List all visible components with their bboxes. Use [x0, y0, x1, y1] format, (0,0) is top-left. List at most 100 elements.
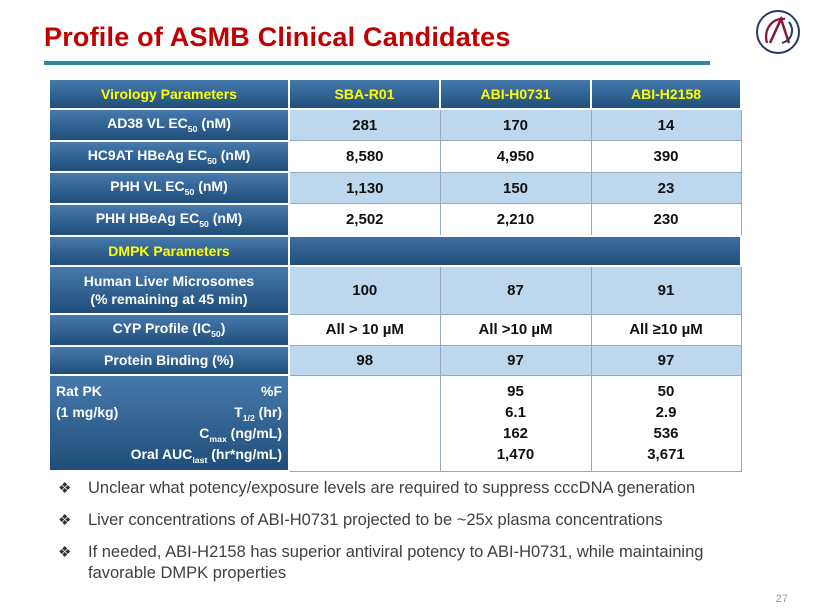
page-number: 27: [775, 593, 788, 605]
cell-value: 2.9: [655, 404, 677, 422]
rat-pk-metric: Cmax (ng/mL): [131, 423, 282, 444]
row-label-phh-vl: PHH VL EC50 (nM): [48, 171, 290, 205]
row-label-rat-pk: Rat PK (1 mg/kg) %F T1/2 (hr) Cmax (ng/m…: [48, 374, 290, 473]
metric-text: T: [234, 404, 243, 421]
cell-value: [294, 402, 436, 423]
metric-subscript: 1/2: [242, 412, 255, 423]
metric-text: %F: [261, 383, 282, 400]
table-row-rat-pk: Rat PK (1 mg/kg) %F T1/2 (hr) Cmax (ng/m…: [48, 374, 742, 473]
summary-notes: ❖ Unclear what potency/exposure levels a…: [58, 478, 774, 595]
cell-value: 6.1: [505, 404, 526, 422]
row-label-unit: (nM): [194, 178, 228, 195]
dmpk-section-row: DMPK Parameters: [48, 234, 742, 267]
cell-value: 230: [590, 203, 742, 237]
metric-unit: (hr*ng/mL): [207, 446, 282, 463]
row-label-unit: ): [220, 320, 226, 336]
row-label-text: HC9AT HBeAg EC: [87, 146, 208, 163]
cell-value: 3,671: [647, 446, 685, 464]
row-label-unit: (nM): [216, 146, 251, 163]
rat-pk-metrics: %F T1/2 (hr) Cmax (ng/mL) Oral AUClast (…: [131, 381, 282, 465]
cell-value: 87: [439, 265, 592, 315]
table-row-phh-hbeag: PHH HBeAg EC50 (nM) 2,502 2,210 230: [48, 202, 742, 237]
row-label-unit: (nM): [197, 115, 231, 131]
column-header-abi-h2158: ABI-H2158: [590, 78, 742, 110]
row-label-text: AD38 VL EC: [107, 115, 188, 131]
bullet-item: ❖ If needed, ABI-H2158 has superior anti…: [58, 542, 774, 586]
cell-value: 170: [439, 108, 592, 142]
cell-value: [294, 444, 436, 465]
cell-value: All > 10 µM: [288, 313, 441, 347]
row-label-hc9at: HC9AT HBeAg EC50 (nM): [48, 139, 290, 174]
rat-pk-metric: %F: [131, 381, 282, 402]
rat-pk-metric: Oral AUClast (hr*ng/mL): [131, 444, 282, 465]
table-header-row: Virology Parameters SBA-R01 ABI-H0731 AB…: [48, 78, 742, 110]
row-label-text: CYP Profile (IC: [112, 320, 212, 336]
dmpk-parameters-header: DMPK Parameters: [48, 234, 290, 267]
cell-value: 95: [507, 383, 524, 401]
row-label-unit: (nM): [208, 209, 243, 226]
row-label-text: PHH HBeAg EC: [95, 209, 200, 226]
bullet-text: Liver concentrations of ABI-H0731 projec…: [88, 510, 663, 529]
cell-value: All >10 µM: [439, 313, 592, 347]
metric-text: Oral AUC: [130, 446, 193, 463]
rat-pk-metric: T1/2 (hr): [131, 402, 282, 423]
cell-value: 97: [439, 345, 592, 376]
rat-pk-name: Rat PK (1 mg/kg): [56, 381, 118, 423]
table-row-phh-vl: PHH VL EC50 (nM) 1,130 150 23: [48, 171, 742, 205]
bullet-item: ❖ Liver concentrations of ABI-H0731 proj…: [58, 510, 774, 532]
dmpk-section-band: [288, 234, 742, 267]
candidates-table: Virology Parameters SBA-R01 ABI-H0731 AB…: [48, 78, 742, 473]
cell-value: 97: [590, 345, 742, 376]
row-label-line1: Human Liver Microsomes: [83, 272, 255, 289]
row-label-subscript: 50: [207, 155, 217, 166]
row-label-subscript: 50: [187, 123, 198, 134]
bullet-text: If needed, ABI-H2158 has superior antivi…: [88, 542, 704, 583]
diamond-bullet-icon: ❖: [58, 480, 72, 497]
column-header-sba-r01: SBA-R01: [288, 78, 441, 110]
title-underline: [44, 61, 710, 65]
cell-value: 162: [502, 425, 529, 443]
cell-value: [294, 423, 436, 444]
cell-value: 150: [439, 171, 592, 205]
row-label-text: PHH VL EC: [110, 178, 185, 195]
rat-pk-name-line1: Rat PK: [56, 383, 102, 400]
column-header-abi-h0731: ABI-H0731: [439, 78, 592, 110]
cell-value: 100: [288, 265, 441, 315]
table-row-ad38: AD38 VL EC50 (nM) 281 170 14: [48, 108, 742, 142]
cell-value: 536: [653, 425, 679, 443]
row-label-subscript: 50: [211, 328, 221, 339]
rat-pk-values-sba-r01: [288, 374, 441, 472]
bullet-text: Unclear what potency/exposure levels are…: [88, 479, 696, 497]
cell-value: 8,580: [288, 140, 441, 173]
table-row-hc9at: HC9AT HBeAg EC50 (nM) 8,580 4,950 390: [48, 139, 742, 174]
cell-value: 98: [288, 345, 441, 376]
rat-pk-values-abi-h0731: 95 6.1 162 1,470: [439, 374, 592, 472]
page-title: Profile of ASMB Clinical Candidates: [44, 22, 511, 52]
cell-value: 91: [590, 265, 742, 315]
company-logo-icon: [754, 8, 802, 56]
table-row-protein-binding: Protein Binding (%) 98 97 97: [48, 344, 742, 377]
row-label-subscript: 50: [199, 218, 209, 229]
cell-value: 2,210: [439, 203, 592, 237]
rat-pk-values-abi-h2158: 50 2.9 536 3,671: [590, 374, 742, 472]
cell-value: 23: [590, 171, 742, 205]
diamond-bullet-icon: ❖: [58, 543, 72, 561]
virology-parameters-header: Virology Parameters: [48, 78, 290, 110]
row-label-ad38: AD38 VL EC50 (nM): [48, 108, 290, 142]
diamond-bullet-icon: ❖: [58, 511, 72, 529]
metric-text: C: [199, 425, 210, 442]
row-label-protein-binding: Protein Binding (%): [48, 344, 290, 377]
row-label-line2: (% remaining at 45 min): [90, 290, 248, 307]
cell-value: 1,130: [288, 171, 441, 205]
metric-unit: (hr): [254, 404, 282, 421]
cell-value: 50: [657, 383, 675, 401]
row-label-cyp: CYP Profile (IC50): [48, 313, 290, 347]
cell-value: 1,470: [496, 446, 535, 464]
row-label-subscript: 50: [184, 187, 195, 198]
cell-value: 2,502: [288, 203, 441, 237]
metric-unit: (ng/mL): [226, 425, 282, 442]
row-label-phh-hbeag: PHH HBeAg EC50 (nM): [48, 202, 290, 237]
rat-pk-name-line2: (1 mg/kg): [56, 404, 119, 421]
row-label-hlm: Human Liver Microsomes (% remaining at 4…: [48, 264, 290, 316]
